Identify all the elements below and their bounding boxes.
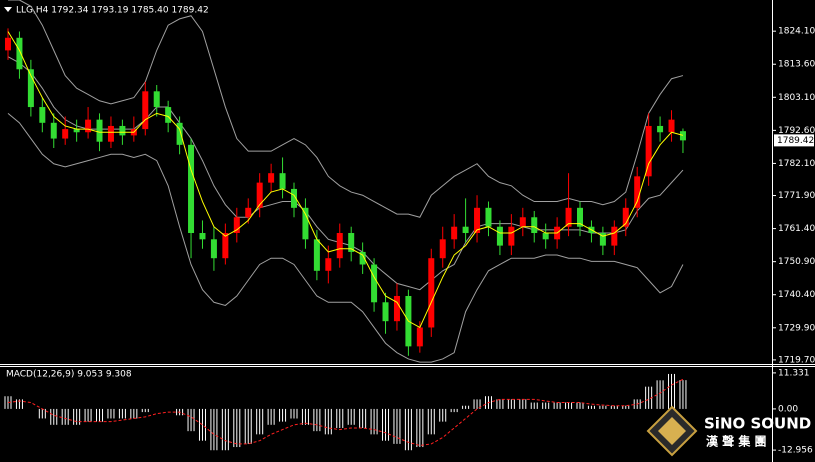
candle-body: [359, 251, 366, 265]
candle-body: [508, 226, 515, 246]
candle-body: [291, 188, 297, 208]
candle-body: [679, 131, 686, 141]
candle-body: [577, 207, 583, 227]
candle-body: [199, 233, 206, 240]
candle-body: [27, 69, 34, 108]
candle-body: [599, 233, 606, 246]
candle-body: [210, 239, 217, 259]
candle-body: [39, 107, 46, 123]
y-tick-label: 1771.90: [778, 191, 815, 201]
candle-body: [565, 207, 572, 227]
candle-body: [222, 233, 229, 259]
macd-title: MACD(12,26,9) 9.053 9.308: [6, 370, 132, 380]
candle-body: [428, 258, 435, 328]
candle-body: [188, 144, 195, 234]
y-tick-label: 1824.10: [778, 27, 815, 37]
candle-body: [325, 258, 332, 271]
candle-body: [268, 173, 275, 183]
candle-body: [62, 129, 69, 139]
candle-body: [474, 207, 481, 234]
candle-body: [531, 217, 538, 234]
candle-body: [153, 91, 160, 108]
candle-body: [462, 226, 469, 234]
y-tick-label: 1792.60: [778, 126, 815, 136]
lower-band: [7, 112, 684, 363]
candle-body: [382, 302, 389, 322]
candle-body: [611, 226, 618, 246]
candle-body: [439, 239, 446, 259]
candle-body: [302, 207, 309, 240]
candle-body: [336, 233, 343, 259]
logo-inner: [658, 417, 686, 445]
candle-body: [542, 233, 549, 240]
menu-arrow: [4, 7, 12, 12]
candle-body: [496, 226, 503, 246]
y-tick-label: 1729.90: [778, 323, 815, 333]
candle-body: [645, 125, 652, 177]
candle-body: [165, 107, 172, 123]
candle-body: [50, 122, 57, 139]
logo-name: SiNO SOUND: [704, 415, 811, 433]
candle-body: [96, 119, 103, 142]
candle-body: [416, 327, 423, 347]
y-tick-label: 1803.10: [778, 93, 815, 103]
y-tick-label: 1813.60: [778, 60, 815, 70]
candle-body: [245, 207, 252, 218]
logo-subtitle: 漢 聲 集 團: [706, 434, 767, 449]
logo: SiNO SOUND 漢 聲 集 團: [646, 405, 811, 457]
y-tick-label: 1782.10: [778, 159, 815, 169]
candle-body: [233, 217, 240, 234]
y-tick-label: 1750.90: [778, 257, 815, 267]
candle-body: [371, 264, 378, 303]
y-tick-label: 1740.40: [778, 290, 815, 300]
candle-body: [393, 295, 400, 322]
candle-body: [142, 91, 149, 130]
current-price-label: 1789.42: [777, 136, 814, 146]
candle-body: [668, 119, 675, 133]
macd-signal: [7, 378, 684, 446]
candle-body: [119, 125, 126, 136]
upper-band: [8, 0, 684, 218]
candle-body: [634, 176, 641, 208]
candle-body: [622, 207, 629, 227]
candle-body: [176, 122, 183, 145]
y-tick-label: 1719.70: [778, 355, 815, 365]
moving-average: [7, 31, 684, 329]
candle-body: [16, 37, 23, 70]
candle-body: [485, 207, 492, 227]
chart-title: LLG,H4 1792.34 1793.19 1785.40 1789.42: [16, 6, 209, 16]
macd-tick-label: 0.00: [778, 404, 798, 414]
candle-body: [107, 125, 114, 142]
current-price-box: [774, 134, 814, 147]
candle-body: [256, 182, 263, 208]
candle-body: [313, 239, 320, 271]
candle-body: [657, 125, 664, 133]
candle-body: [85, 119, 92, 133]
candle-body: [348, 233, 355, 252]
candle-body: [279, 173, 286, 189]
macd-tick-label: -12.956: [778, 446, 813, 456]
macd-tick-label: 11.331: [778, 368, 810, 378]
candle-body: [73, 129, 80, 133]
candle-body: [519, 217, 526, 227]
candle-body: [451, 226, 458, 240]
candle-body: [5, 37, 11, 51]
y-tick-label: 1761.40: [778, 224, 815, 234]
